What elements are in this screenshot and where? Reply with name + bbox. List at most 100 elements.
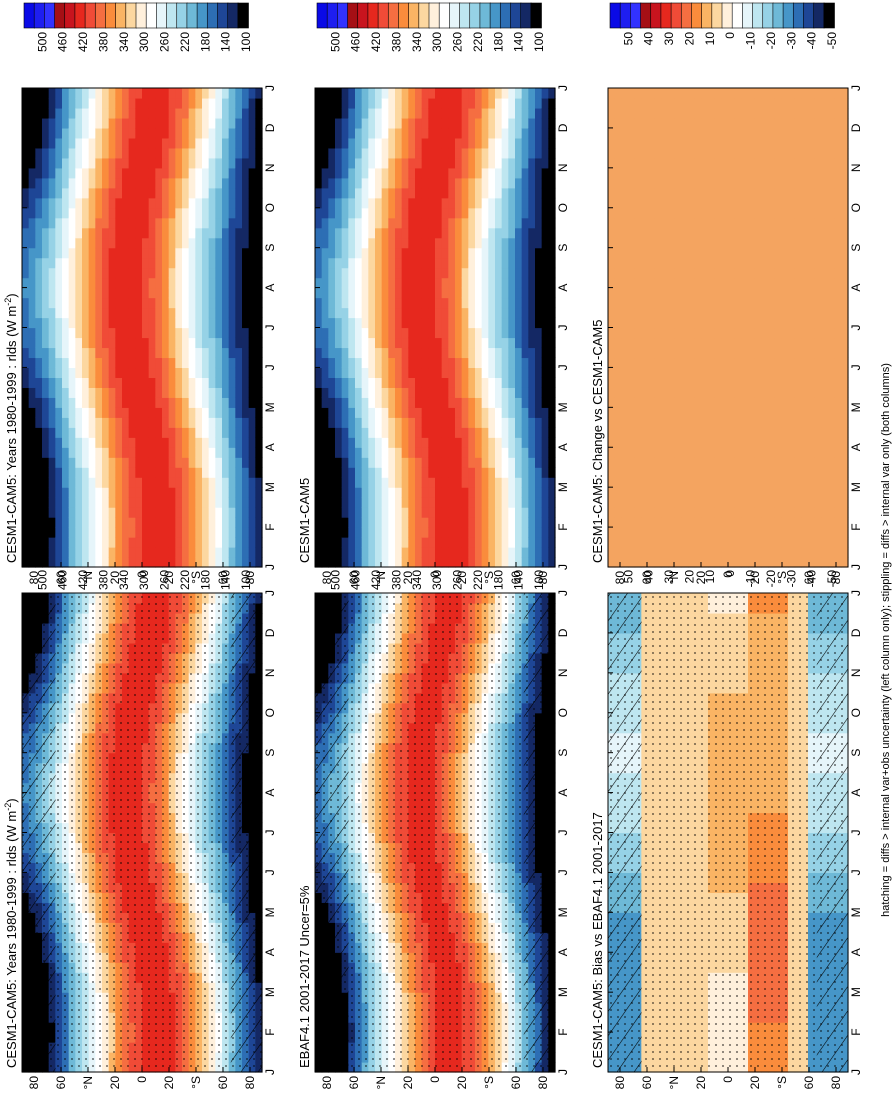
field-cell bbox=[75, 447, 83, 458]
field-cell bbox=[62, 117, 70, 129]
field-cell bbox=[255, 297, 263, 309]
field-cell bbox=[35, 157, 43, 169]
colorbar-bin bbox=[44, 2, 56, 29]
field-cell bbox=[168, 357, 176, 369]
field-cell bbox=[202, 347, 210, 359]
field-cell bbox=[128, 257, 136, 269]
field-cell bbox=[195, 107, 203, 119]
field-cell bbox=[88, 197, 96, 209]
field-cell bbox=[182, 337, 190, 349]
field-cell bbox=[215, 277, 223, 289]
field-cell bbox=[108, 247, 116, 259]
field-cell bbox=[108, 127, 116, 139]
month-tick-label: J bbox=[263, 590, 277, 596]
field-cell bbox=[228, 477, 236, 488]
field-cell bbox=[102, 177, 110, 189]
month-tick-label: O bbox=[263, 203, 277, 212]
field-cell bbox=[155, 427, 163, 438]
field-cell bbox=[248, 197, 256, 209]
field-cell bbox=[142, 107, 150, 119]
field-cell bbox=[202, 427, 210, 438]
field-cell bbox=[88, 207, 96, 219]
field-cell bbox=[95, 327, 103, 339]
field-cell bbox=[108, 457, 116, 468]
field-cell bbox=[148, 337, 156, 349]
field-cell bbox=[135, 517, 143, 528]
field-cell bbox=[22, 407, 30, 418]
field-cell bbox=[88, 447, 96, 458]
field-cell bbox=[22, 257, 30, 269]
field-cell bbox=[188, 337, 196, 349]
field-cell bbox=[155, 127, 163, 139]
field-cell bbox=[35, 167, 43, 179]
field-cell bbox=[248, 88, 256, 99]
field-cell bbox=[28, 347, 36, 359]
field-cell bbox=[22, 297, 30, 309]
colorbar-label: 300 bbox=[137, 32, 151, 52]
field-cell bbox=[62, 227, 70, 239]
field-cell bbox=[202, 147, 210, 159]
field-cell bbox=[222, 487, 230, 498]
field-cell bbox=[82, 287, 90, 299]
field-cell bbox=[135, 407, 143, 418]
field-cell bbox=[35, 177, 43, 189]
field-cell bbox=[128, 387, 136, 398]
field-cell bbox=[95, 277, 103, 289]
field-cell bbox=[222, 497, 230, 508]
field-cell bbox=[135, 157, 143, 169]
month-tick-label: M bbox=[263, 907, 277, 917]
field-cell bbox=[95, 247, 103, 259]
field-cell bbox=[95, 337, 103, 349]
field-cell bbox=[42, 337, 50, 349]
field-cell bbox=[115, 537, 123, 548]
field-cell bbox=[35, 137, 43, 149]
field-cell bbox=[255, 317, 263, 329]
field-cell bbox=[135, 367, 143, 378]
field-cell bbox=[188, 107, 196, 119]
field-cell bbox=[82, 327, 90, 339]
field-cell bbox=[115, 177, 123, 189]
field-cell bbox=[95, 397, 103, 408]
field-cell bbox=[195, 497, 203, 508]
field-cell bbox=[228, 497, 236, 508]
field-cell bbox=[48, 437, 56, 448]
field-cell bbox=[208, 497, 216, 508]
field-cell bbox=[75, 107, 83, 119]
field-cell bbox=[188, 247, 196, 259]
field-cell bbox=[215, 127, 223, 139]
field-cell bbox=[82, 557, 90, 568]
field-cell bbox=[202, 527, 210, 538]
field-cell bbox=[42, 97, 50, 109]
field-cell bbox=[68, 367, 76, 378]
field-cell bbox=[42, 167, 50, 179]
field-cell bbox=[255, 437, 263, 448]
month-tick-label: J bbox=[263, 364, 277, 370]
field-cell bbox=[188, 257, 196, 269]
field-cell bbox=[75, 427, 83, 438]
field-cell bbox=[208, 147, 216, 159]
field-cell bbox=[175, 257, 183, 269]
field-cell bbox=[195, 177, 203, 189]
field-cell bbox=[28, 217, 36, 229]
field-cell bbox=[122, 317, 130, 329]
field-cell bbox=[182, 177, 190, 189]
field-cell bbox=[42, 297, 50, 309]
field-cell bbox=[115, 137, 123, 149]
field-cell bbox=[75, 88, 83, 99]
field-cell bbox=[35, 227, 43, 239]
field-cell bbox=[248, 467, 256, 478]
field-cell bbox=[68, 197, 76, 209]
field-cell bbox=[202, 487, 210, 498]
field-cell bbox=[182, 97, 190, 109]
field-cell bbox=[108, 277, 116, 289]
field-cell bbox=[102, 287, 110, 299]
field-cell bbox=[35, 247, 43, 259]
month-tick-label: F bbox=[263, 523, 277, 530]
field-cell bbox=[68, 107, 76, 119]
field-cell bbox=[28, 497, 36, 508]
field-cell bbox=[188, 297, 196, 309]
field-cell bbox=[55, 307, 63, 319]
field-cell bbox=[162, 227, 170, 239]
field-cell bbox=[168, 217, 176, 229]
field-cell bbox=[208, 127, 216, 139]
